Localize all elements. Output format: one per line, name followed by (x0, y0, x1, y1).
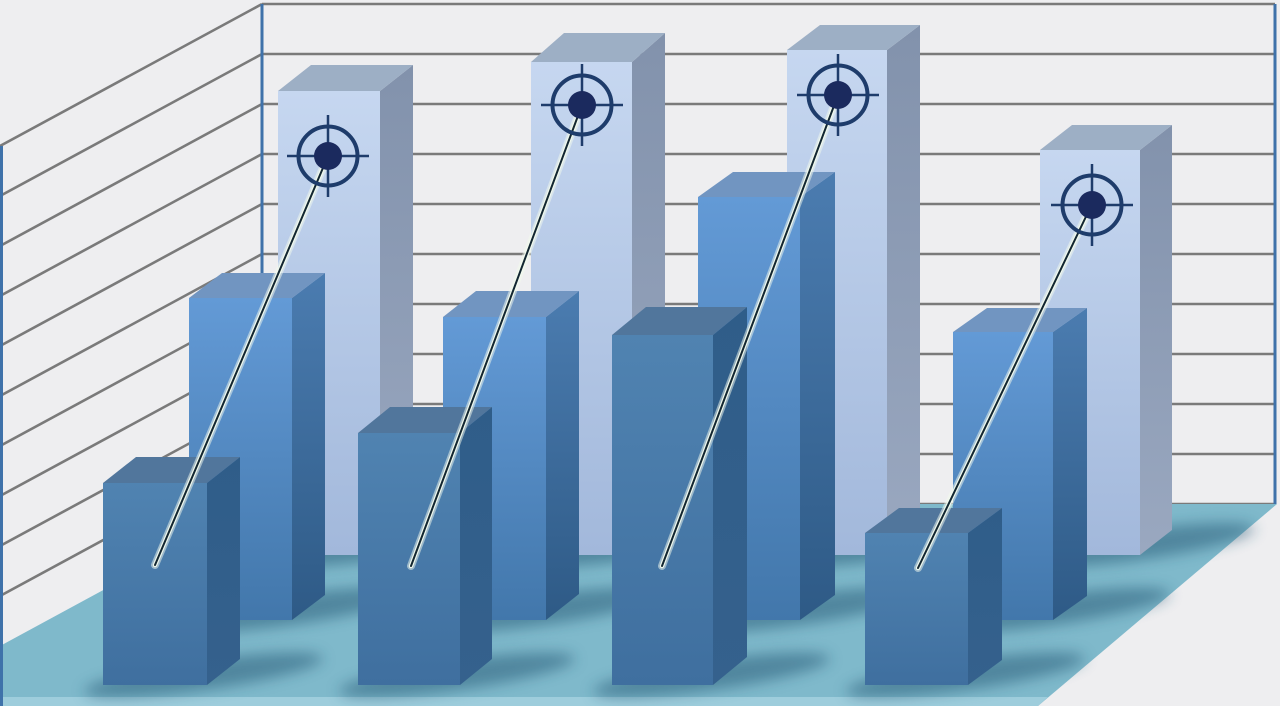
grid-line-diagonal (0, 102, 263, 248)
bar-top-face (953, 308, 1087, 332)
bar-top-face (1040, 125, 1172, 150)
grid-line-diagonal (0, 52, 263, 198)
bar-front-face (103, 483, 207, 685)
bar-side-face (1140, 125, 1172, 555)
crosshair-ring (296, 124, 360, 188)
bar-side-face (968, 508, 1002, 685)
bar-side-face (546, 291, 579, 620)
bar-side-face (887, 25, 920, 555)
line-3 (661, 94, 839, 567)
crosshair-ring (806, 63, 870, 127)
trend-lines (151, 91, 1096, 572)
grid-line-diagonal (0, 2, 263, 148)
bar-top-face (189, 273, 325, 298)
bar-top-face (612, 307, 747, 335)
bar-group2-middle-bar (443, 291, 579, 620)
floor-front-strip (0, 697, 1048, 706)
line-4 (917, 203, 1093, 569)
line-1 (154, 155, 329, 566)
target-crosshair-icon (287, 115, 369, 197)
grid-line-diagonal (0, 152, 263, 298)
bar-side-face (460, 407, 492, 685)
bar-top-face (278, 65, 413, 91)
bar-top-face (531, 33, 665, 62)
crosshair-ring (550, 73, 614, 137)
bar-front-face (865, 533, 968, 685)
bar-group3-front-bar (612, 307, 747, 685)
bar-side-face (713, 307, 747, 685)
grid-line-diagonal (0, 202, 263, 348)
crosshair-center-dot (568, 91, 596, 119)
bar-group4-front-bar (865, 508, 1002, 685)
bar-side-face (800, 172, 835, 620)
bar-side-face (292, 273, 325, 620)
bar-top-face (787, 25, 920, 50)
crosshair-ring (1060, 173, 1124, 237)
target-crosshair-icon (541, 64, 623, 146)
crosshair-center-dot (824, 81, 852, 109)
bar-side-face (1053, 308, 1087, 620)
bar-top-face (865, 508, 1002, 533)
bar-top-face (103, 457, 240, 483)
line-2 (410, 104, 583, 567)
target-crosshair-icon (1051, 164, 1133, 246)
target-crosshair-icon (797, 54, 879, 136)
bar-group2-front-bar (358, 407, 492, 685)
crosshair-center-dot (314, 142, 342, 170)
crosshair-center-dot (1078, 191, 1106, 219)
bar-side-face (207, 457, 240, 685)
bar-front-face (612, 335, 713, 685)
bar-group1-front-bar (103, 457, 240, 685)
